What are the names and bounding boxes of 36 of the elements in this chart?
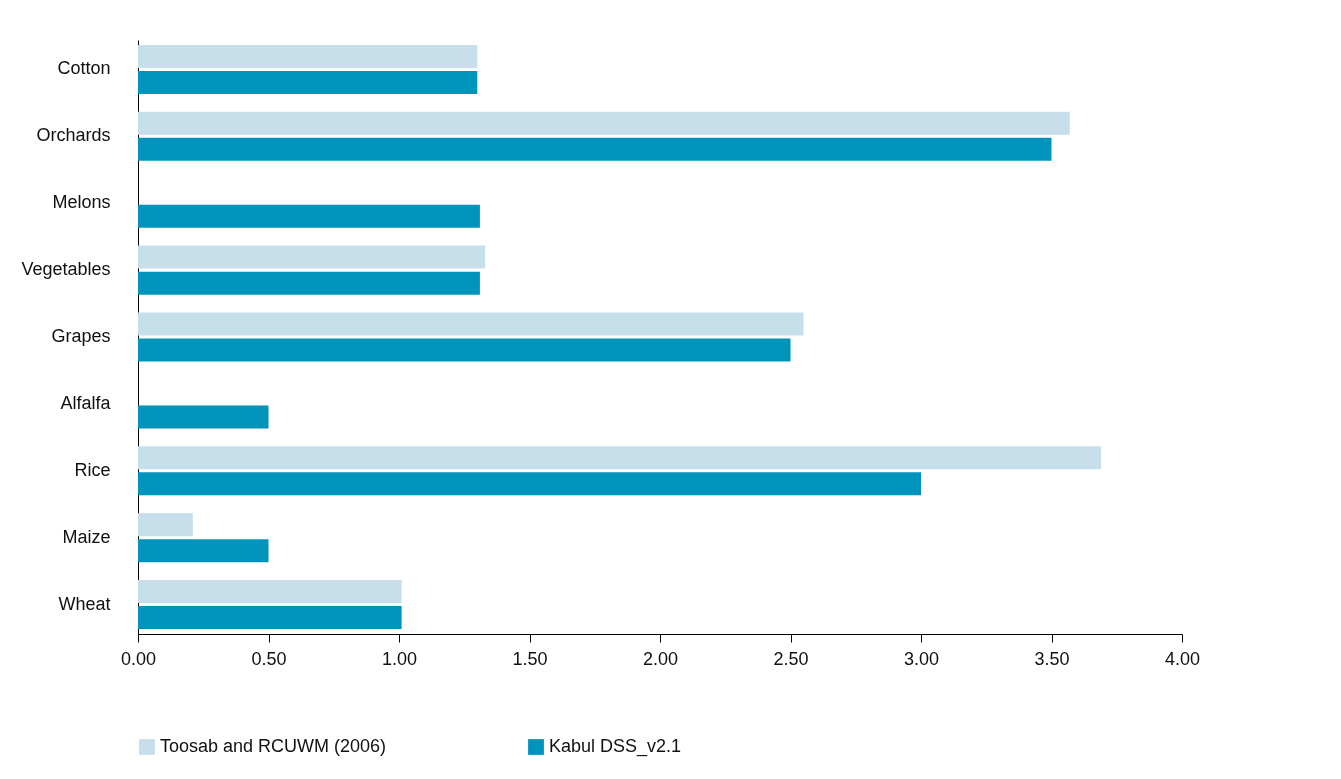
bar — [138, 513, 193, 537]
x-tick-label: 3.00 — [903, 648, 940, 669]
y-tick-label: Rice — [74, 459, 111, 480]
bar — [138, 70, 478, 94]
legend-label: Toosab and RCUWM (2006) — [160, 736, 387, 756]
bar — [138, 204, 480, 228]
bar — [138, 338, 791, 362]
bar — [138, 580, 402, 604]
x-tick-label: 1.50 — [512, 648, 548, 669]
bar — [138, 44, 478, 68]
legend-label: Kabul DSS_v2.1 — [549, 736, 682, 757]
bar — [138, 137, 1052, 161]
bar — [138, 271, 480, 295]
x-tick-label: 2.00 — [642, 648, 679, 669]
y-tick-label: Vegetables — [21, 259, 111, 280]
x-tick-label: 1.00 — [381, 648, 418, 669]
bar — [138, 405, 269, 429]
x-tick-label: 2.50 — [773, 648, 809, 669]
bar — [138, 472, 921, 496]
y-tick-label: Orchards — [36, 125, 111, 146]
x-tick-label: 3.50 — [1034, 648, 1070, 669]
bar — [138, 312, 804, 336]
y-tick-label: Cotton — [57, 58, 111, 79]
bar — [138, 539, 269, 563]
y-tick-label: Alfalfa — [60, 392, 112, 413]
y-tick-label: Wheat — [58, 593, 111, 614]
x-tick-label: 4.00 — [1164, 648, 1201, 669]
y-tick-label: Melons — [52, 192, 111, 213]
bar — [138, 606, 402, 630]
x-tick-label: 0.00 — [120, 648, 157, 669]
bar — [138, 446, 1102, 470]
x-tick-label: 0.50 — [251, 648, 287, 669]
y-tick-label: Grapes — [51, 326, 111, 346]
bar — [138, 111, 1070, 135]
y-tick-label: Maize — [62, 526, 111, 547]
bar — [138, 245, 486, 269]
